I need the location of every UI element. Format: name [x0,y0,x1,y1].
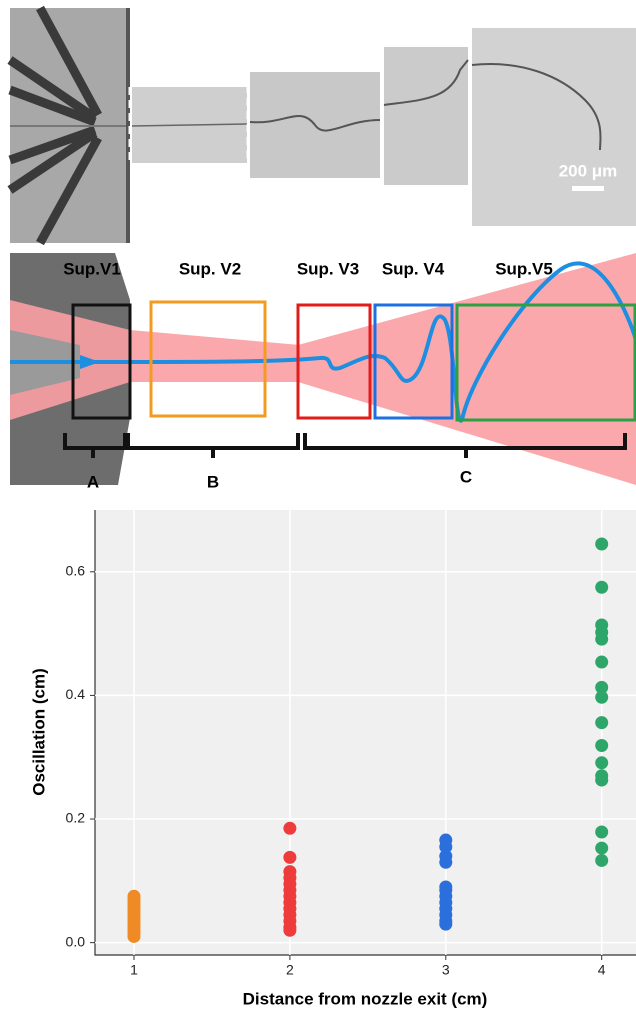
marks [127,537,609,943]
point [439,917,453,931]
region-label: Sup. V2 [179,259,241,278]
point [595,655,609,669]
y-tick-label: 0.2 [66,810,86,826]
region-label: Sup. V4 [382,259,445,278]
y-tick-label: 0.6 [66,563,86,579]
y-tick-label: 0.0 [66,933,86,949]
point [595,580,609,594]
micrographs: 200 μm [7,5,636,246]
plot-area [95,510,636,955]
y-axis-label: Oscillation (cm) [29,668,48,796]
x-tick-label: 2 [286,962,294,978]
point [283,850,297,864]
segment-label: B [207,472,219,491]
point [595,680,609,694]
x-tick-label: 1 [130,962,138,978]
point [439,840,453,854]
point [595,690,609,704]
segment-label: A [87,472,99,491]
region-label: Sup.V5 [495,259,553,278]
segment-label: C [460,467,472,486]
point [595,716,609,730]
point [439,855,453,869]
x-tick-label: 4 [598,962,606,978]
scale-bar-label: 200 μm [559,161,618,180]
point [595,632,609,646]
point [595,841,609,855]
x-axis-label: Distance from nozzle exit (cm) [243,989,488,1008]
point [595,537,609,551]
x-tick-label: 3 [442,962,450,978]
point [595,738,609,752]
point [283,923,297,937]
axes [94,510,636,956]
point [595,756,609,770]
schematic: Sup.V1 Sup. V2 Sup. V3 Sup. V4 Sup.V5 A … [10,253,636,491]
point [127,889,141,903]
point [595,825,609,839]
region-label: Sup.V1 [63,259,121,278]
region-label: Sup. V3 [297,259,359,278]
point [595,773,609,787]
point [595,853,609,867]
point [283,821,297,835]
y-tick-label: 0.4 [66,686,86,702]
